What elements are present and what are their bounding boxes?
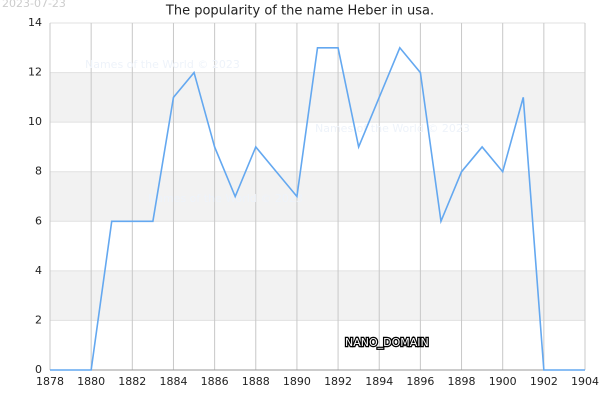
y-tick-label: 0 — [35, 363, 42, 376]
y-tick-label: 2 — [35, 313, 42, 326]
y-tick-label: 4 — [35, 264, 42, 277]
domain-label: NANO_DOMAIN — [345, 336, 429, 349]
x-tick-label: 1886 — [201, 375, 229, 388]
grid-band — [50, 270, 585, 321]
x-tick-label: 1902 — [530, 375, 558, 388]
chart-title: The popularity of the name Heber in usa. — [165, 4, 434, 19]
x-tick-label: 1900 — [489, 375, 517, 388]
y-tick-label: 10 — [28, 115, 42, 128]
y-tick-label: 14 — [28, 16, 42, 29]
x-tick-label: 1888 — [242, 375, 270, 388]
x-tick-label: 1882 — [118, 375, 146, 388]
x-tick-label: 1878 — [36, 375, 64, 388]
x-tick-label: 1904 — [571, 375, 599, 388]
x-tick-label: 1898 — [448, 375, 476, 388]
x-tick-label: 1896 — [406, 375, 434, 388]
data-line — [50, 46, 585, 371]
watermark: Names of the World © 2023 — [85, 58, 240, 71]
x-tick-label: 1884 — [159, 375, 187, 388]
y-tick-label: 12 — [28, 66, 42, 79]
y-tick-label: 6 — [35, 214, 42, 227]
grid-band — [50, 171, 585, 222]
x-tick-label: 1892 — [324, 375, 352, 388]
watermark: Names of the World © 2023 — [315, 122, 470, 135]
x-tick-label: 1890 — [283, 375, 311, 388]
y-tick-label: 8 — [35, 165, 42, 178]
x-tick-label: 1894 — [365, 375, 393, 388]
date-stamp: 2023-07-23 — [2, 0, 66, 10]
watermark: Names of the World © 2023 — [148, 192, 303, 205]
grid-band — [50, 72, 585, 123]
x-tick-label: 1880 — [77, 375, 105, 388]
